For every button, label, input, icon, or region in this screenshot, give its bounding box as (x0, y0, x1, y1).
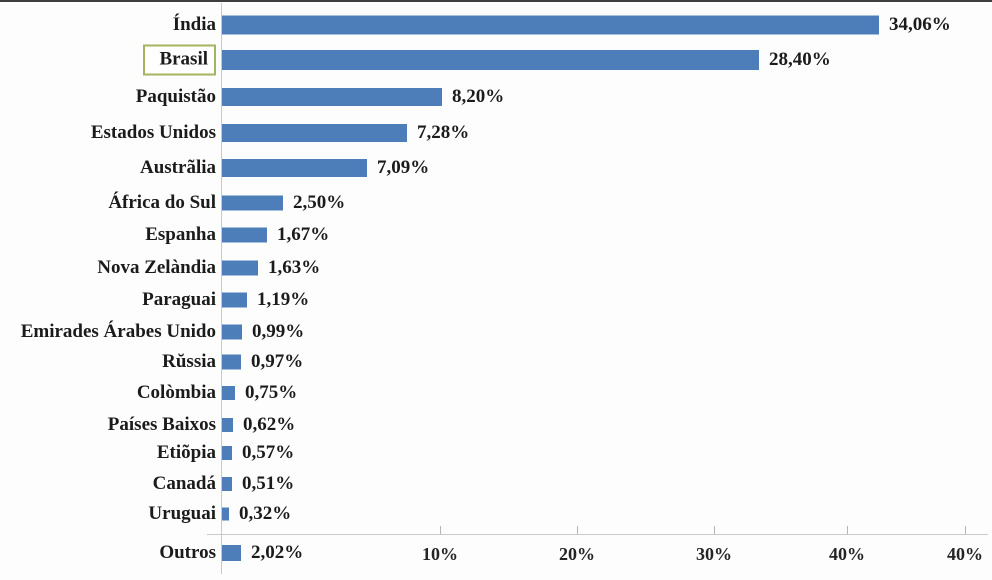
x-tick-mark (847, 526, 848, 534)
category-label: Espanha (0, 224, 216, 246)
value-label: 7,28% (417, 122, 470, 143)
category-text: Canadá (152, 473, 216, 494)
bar (222, 477, 232, 491)
category-text: Espanha (145, 224, 216, 245)
value-label: 0,99% (252, 321, 305, 342)
x-tick-mark (714, 526, 715, 534)
bar (222, 260, 258, 276)
bar (222, 354, 241, 370)
value-label: 8,20% (452, 86, 505, 107)
category-text: Nova Zelàndia (97, 257, 216, 278)
bar (222, 292, 247, 308)
category-label: Nova Zelàndia (0, 257, 216, 279)
category-text: Paraguai (142, 289, 216, 310)
value-label: 1,19% (257, 289, 310, 310)
bar (222, 386, 235, 400)
bar (222, 227, 267, 243)
category-label: Brasil (0, 44, 216, 76)
bar (222, 15, 879, 35)
x-tick-mark (577, 526, 578, 534)
category-text: Emirades Árabes Unido (20, 321, 216, 342)
category-text: Estados Unidos (90, 122, 216, 143)
category-text: Países Baixos (107, 414, 216, 435)
category-text: Outros (159, 542, 216, 563)
value-label: 0,51% (242, 473, 295, 494)
value-label: 28,40% (769, 49, 831, 70)
category-label: Países Baixos (0, 414, 216, 436)
value-label: 2,02% (251, 542, 304, 563)
category-label: África do Sul (0, 192, 216, 214)
x-tick-label: 30% (696, 544, 732, 564)
category-label: Paraguai (0, 289, 216, 311)
value-label: 0,32% (239, 503, 292, 524)
x-tick-mark (440, 526, 441, 534)
value-label: 0,97% (251, 351, 304, 372)
bar (222, 324, 242, 340)
bar (222, 50, 759, 70)
value-label: 7,09% (377, 157, 430, 178)
top-border-line (0, 0, 992, 2)
x-axis-line (207, 534, 988, 535)
x-tick-label: 20% (559, 544, 595, 564)
category-text: Paquistão (135, 86, 216, 107)
category-label: Uruguai (0, 503, 216, 525)
x-tick-label: 40% (947, 544, 983, 564)
value-label: 1,63% (268, 257, 321, 278)
category-text: Índia (172, 14, 216, 35)
category-label: Canadá (0, 473, 216, 495)
category-label: Outros (0, 542, 216, 564)
bar (222, 446, 232, 460)
category-label: Rŭssia (0, 351, 216, 373)
value-label: 2,50% (293, 192, 346, 213)
bar (222, 418, 233, 432)
bar (222, 124, 407, 142)
value-label: 34,06% (889, 14, 951, 35)
category-text: Rŭssia (162, 351, 216, 372)
category-label: Estados Unidos (0, 122, 216, 144)
category-text: África do Sul (108, 192, 216, 213)
bar (222, 159, 367, 177)
x-tick-mark (965, 526, 966, 534)
value-label: 1,67% (277, 224, 330, 245)
bar (222, 195, 283, 211)
category-text: Austrãlia (140, 157, 216, 178)
category-label: Colòmbia (0, 382, 216, 404)
bar (222, 88, 442, 106)
highlighted-category-text: Brasil (143, 44, 216, 76)
value-label: 0,57% (242, 442, 295, 463)
value-label: 0,75% (245, 382, 298, 403)
category-text: Uruguai (148, 503, 216, 524)
y-axis-line (221, 3, 222, 574)
x-tick-label: 10% (422, 544, 458, 564)
category-text: Colòmbia (136, 382, 216, 403)
bar (222, 507, 229, 521)
bar (222, 545, 241, 561)
category-label: Austrãlia (0, 157, 216, 179)
category-label: Paquistão (0, 86, 216, 108)
category-text: Etiõpia (156, 442, 216, 463)
category-label: Índia (0, 14, 216, 36)
x-tick-label: 40% (829, 544, 865, 564)
category-label: Etiõpia (0, 442, 216, 464)
value-label: 0,62% (243, 414, 296, 435)
category-label: Emirades Árabes Unido (0, 321, 216, 343)
